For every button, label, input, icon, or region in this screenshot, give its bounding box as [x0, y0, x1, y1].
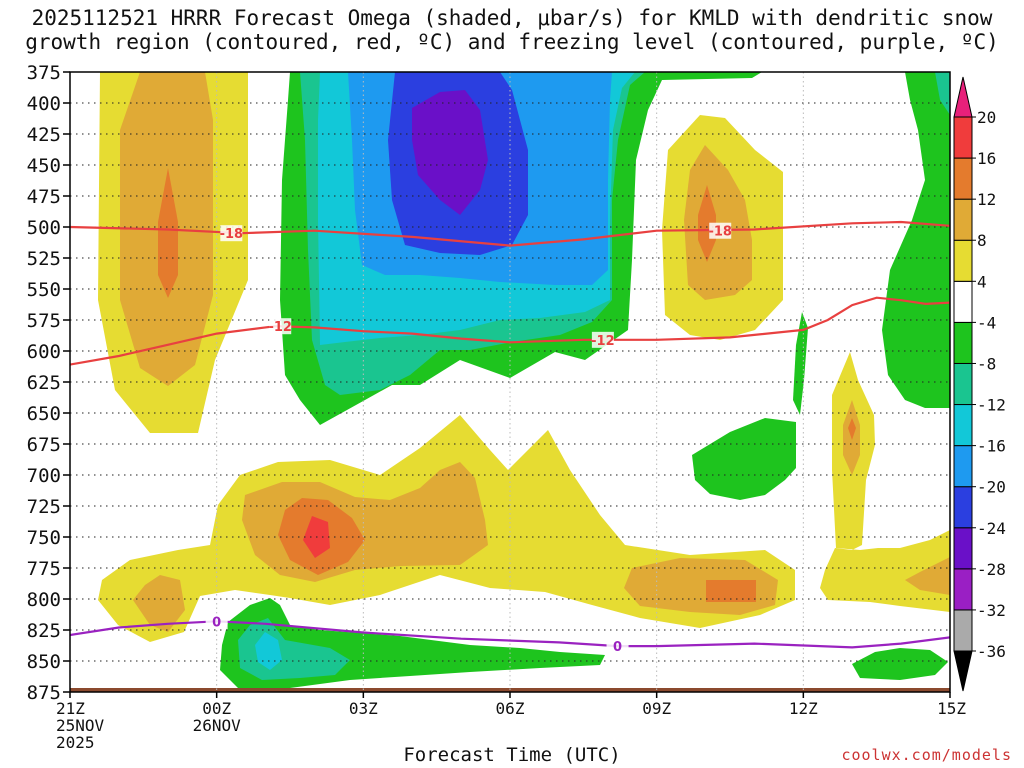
- omega-12-16-lower-right: [706, 580, 756, 602]
- colorbar-label-20: 20: [977, 108, 996, 127]
- omega-neg4-neg8-mid-right: [692, 418, 796, 500]
- colorbar-box--20--16: [953, 445, 973, 488]
- colorbar-box--16--12: [953, 404, 973, 447]
- x-axis-label: Forecast Time (UTC): [403, 744, 621, 766]
- credit-link[interactable]: coolwx.com/models: [841, 746, 1012, 764]
- colorbar-label--36: -36: [977, 642, 1006, 661]
- y-tick-label-525: 525: [27, 248, 61, 270]
- dgz-minus18-label-0: -18: [220, 227, 244, 242]
- colorbar-label-8: 8: [977, 231, 987, 250]
- omega-12-16-far-right-column: [848, 418, 856, 440]
- y-tick-label-425: 425: [27, 124, 61, 146]
- omega-8-12-lower-left: [133, 575, 185, 632]
- y-tick-label-775: 775: [27, 558, 61, 580]
- y-tick-label-550: 550: [27, 279, 61, 301]
- freezing-level-label-0: 0: [212, 615, 221, 630]
- y-tick-label-650: 650: [27, 403, 61, 425]
- omega-neg24-neg28-upper: [412, 90, 488, 215]
- colorbar-label--8: -8: [977, 354, 996, 373]
- negative-omega-shading: [220, 72, 950, 690]
- colorbar-label--16: -16: [977, 437, 1006, 456]
- colorbar-label-16: 16: [977, 149, 996, 168]
- dgz-minus18-label-1: -18: [708, 225, 732, 240]
- y-tick-label-700: 700: [27, 465, 61, 487]
- colorbar-label--32: -32: [977, 601, 1006, 620]
- positive-omega-shading: [98, 72, 950, 642]
- omega-neg8-neg12-right-edge: [935, 72, 950, 115]
- y-tick-label-725: 725: [27, 496, 61, 518]
- dgz-minus12-label-bg-0: [269, 318, 292, 335]
- dgz-minus12-label-bg-1: [591, 331, 614, 348]
- freezing-level-label-1: 0: [613, 640, 622, 655]
- y-tick-label-875: 875: [27, 682, 61, 704]
- dgz-minus12-contour: [70, 296, 950, 366]
- y-tick-label-850: 850: [27, 651, 61, 673]
- chart-title-line-1: 2025112521 HRRR Forecast Omega (shaded, …: [31, 6, 993, 30]
- colorbar-label--12: -12: [977, 396, 1006, 415]
- colorbar-label--20: -20: [977, 478, 1006, 497]
- freezing-level-label-bg-1: [606, 638, 629, 655]
- chart-title-line-2: growth region (contoured, red, ºC) and f…: [25, 30, 999, 54]
- omega-12-16-left-column: [158, 168, 178, 298]
- y-tick-label-800: 800: [27, 589, 61, 611]
- colorbar-label-4: 4: [977, 272, 987, 291]
- x-tick-label-6-0: 03Z: [349, 699, 378, 718]
- y-tick-label-475: 475: [27, 186, 61, 208]
- colorbar-box--12--8: [953, 362, 973, 406]
- colorbar-box--24--20: [953, 486, 973, 529]
- y-tick-label-375: 375: [27, 62, 61, 84]
- colorbar-box-12-16: [953, 157, 973, 200]
- colorbar-under-triangle: [953, 650, 973, 692]
- dgz-minus12-label-1: -12: [591, 334, 615, 349]
- omega-neg4-neg8-bottom-right: [852, 648, 948, 680]
- x-tick-label-3-1: 26NOV: [193, 716, 242, 735]
- plot-area: -18 -18 -12 -12 0 0: [70, 72, 950, 692]
- omega-neg4-neg8-right-edge: [882, 72, 950, 408]
- x-tick-label-0-2: 2025: [56, 733, 95, 752]
- x-tick-label-18-0: 15Z: [937, 699, 966, 718]
- x-tick-label-0-0: 21Z: [56, 699, 85, 718]
- colorbar-box--4-4: [953, 280, 973, 323]
- omega-neg4-neg8-thin-sliver: [793, 312, 808, 415]
- y-tick-label-625: 625: [27, 372, 61, 394]
- colorbar-label--4: -4: [977, 313, 996, 332]
- y-axis: 375 400 425 450 475 500 525 550 575 600 625 650 675 7…: [27, 62, 70, 704]
- dgz-minus18-label-bg-1: [709, 222, 732, 239]
- colorbar: -36 -32 -28 -24 -20 -16 -12 -8 -4 4 8 12 16 20: [953, 76, 1006, 692]
- colorbar-label--24: -24: [977, 519, 1006, 538]
- colorbar-label-12: 12: [977, 190, 996, 209]
- dgz-minus12-label-0: -12: [268, 320, 292, 335]
- colorbar-box-8-12: [953, 198, 973, 241]
- colorbar-box--8--4: [953, 321, 973, 364]
- colorbar-box--32--28: [953, 568, 973, 611]
- colorbar-box--36--32: [953, 609, 973, 652]
- colorbar-box-4-8: [953, 239, 973, 282]
- y-tick-label-450: 450: [27, 155, 61, 177]
- colorbar-box--28--24: [953, 527, 973, 570]
- x-tick-label-9-0: 06Z: [496, 699, 525, 718]
- y-tick-label-500: 500: [27, 217, 61, 239]
- colorbar-over-triangle: [953, 76, 973, 118]
- x-tick-label-3-0: 00Z: [202, 699, 231, 718]
- dgz-minus18-label-bg-0: [220, 225, 243, 242]
- y-tick-label-600: 600: [27, 341, 61, 363]
- omega-12-16-right-column: [698, 185, 716, 262]
- colorbar-box-16-20: [953, 116, 973, 159]
- freezing-level-label-bg-0: [205, 613, 228, 630]
- y-tick-label-825: 825: [27, 620, 61, 642]
- y-tick-label-750: 750: [27, 527, 61, 549]
- freezing-level-contour: [70, 620, 950, 649]
- x-tick-label-12-0: 09Z: [642, 699, 671, 718]
- x-tick-label-15-0: 12Z: [789, 699, 818, 718]
- y-tick-label-575: 575: [27, 310, 61, 332]
- y-tick-label-675: 675: [27, 434, 61, 456]
- y-tick-label-400: 400: [27, 93, 61, 115]
- omega-8-12-far-right-edge: [905, 557, 950, 595]
- x-tick-label-0-1: 25NOV: [56, 716, 105, 735]
- contour-lines: -18 -18 -12 -12 0 0: [70, 220, 950, 655]
- omega-8-12-right-column: [684, 145, 752, 300]
- colorbar-label--28: -28: [977, 560, 1006, 579]
